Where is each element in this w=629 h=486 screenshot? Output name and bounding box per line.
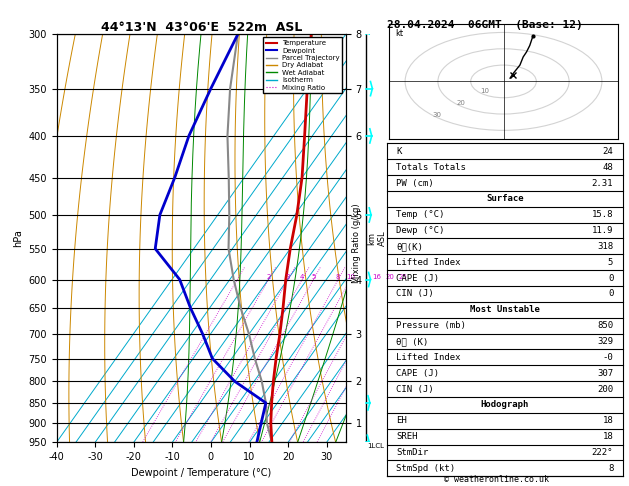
Text: Hodograph: Hodograph — [481, 400, 529, 409]
Text: 307: 307 — [597, 369, 613, 378]
Text: 222°: 222° — [592, 448, 613, 457]
Text: Temp (°C): Temp (°C) — [396, 210, 445, 219]
Text: Mixing Ratio (g/kg): Mixing Ratio (g/kg) — [352, 203, 360, 283]
Text: Lifted Index: Lifted Index — [396, 258, 461, 267]
Text: -0: -0 — [603, 353, 613, 362]
Text: StmDir: StmDir — [396, 448, 428, 457]
Text: Most Unstable: Most Unstable — [470, 305, 540, 314]
Text: 200: 200 — [597, 384, 613, 394]
Text: kt: kt — [395, 29, 403, 38]
Text: 15.8: 15.8 — [592, 210, 613, 219]
Text: CIN (J): CIN (J) — [396, 384, 434, 394]
Text: PW (cm): PW (cm) — [396, 178, 434, 188]
Text: Pressure (mb): Pressure (mb) — [396, 321, 466, 330]
Text: Totals Totals: Totals Totals — [396, 163, 466, 172]
Text: 318: 318 — [597, 242, 613, 251]
Text: 0: 0 — [608, 290, 613, 298]
Text: 48: 48 — [603, 163, 613, 172]
Text: StmSpd (kt): StmSpd (kt) — [396, 464, 455, 473]
Text: 30: 30 — [433, 112, 442, 118]
X-axis label: Dewpoint / Temperature (°C): Dewpoint / Temperature (°C) — [131, 468, 271, 478]
Text: 3: 3 — [286, 274, 290, 279]
Text: SREH: SREH — [396, 432, 418, 441]
Text: 18: 18 — [603, 432, 613, 441]
Text: 28.04.2024  06GMT  (Base: 12): 28.04.2024 06GMT (Base: 12) — [387, 20, 582, 31]
Text: Dewp (°C): Dewp (°C) — [396, 226, 445, 235]
Text: 25: 25 — [399, 274, 408, 279]
Legend: Temperature, Dewpoint, Parcel Trajectory, Dry Adiabat, Wet Adiabat, Isotherm, Mi: Temperature, Dewpoint, Parcel Trajectory… — [264, 37, 342, 93]
Text: 8: 8 — [608, 464, 613, 473]
Text: 329: 329 — [597, 337, 613, 346]
Text: 850: 850 — [597, 321, 613, 330]
Text: CIN (J): CIN (J) — [396, 290, 434, 298]
Text: 4: 4 — [300, 274, 304, 279]
Text: θᴄ(K): θᴄ(K) — [396, 242, 423, 251]
Text: CAPE (J): CAPE (J) — [396, 369, 439, 378]
Text: 11.9: 11.9 — [592, 226, 613, 235]
Text: 24: 24 — [603, 147, 613, 156]
Text: Lifted Index: Lifted Index — [396, 353, 461, 362]
Title: 44°13'N  43°06'E  522m  ASL: 44°13'N 43°06'E 522m ASL — [101, 21, 302, 34]
Text: Surface: Surface — [486, 194, 523, 203]
Text: CAPE (J): CAPE (J) — [396, 274, 439, 283]
Text: 2.31: 2.31 — [592, 178, 613, 188]
Text: 5: 5 — [608, 258, 613, 267]
Text: 0: 0 — [608, 274, 613, 283]
Text: EH: EH — [396, 417, 407, 425]
Text: 20: 20 — [386, 274, 394, 279]
Text: 5: 5 — [311, 274, 316, 279]
Text: K: K — [396, 147, 402, 156]
Y-axis label: hPa: hPa — [13, 229, 23, 247]
Text: © weatheronline.co.uk: © weatheronline.co.uk — [445, 475, 549, 484]
Text: 8: 8 — [336, 274, 340, 279]
Text: 2: 2 — [267, 274, 270, 279]
Text: 20: 20 — [456, 100, 465, 106]
Text: 10: 10 — [346, 274, 355, 279]
Text: θᴄ (K): θᴄ (K) — [396, 337, 428, 346]
Y-axis label: km
ASL: km ASL — [367, 230, 387, 246]
Text: 16: 16 — [372, 274, 381, 279]
Text: 18: 18 — [603, 417, 613, 425]
Text: 1LCL: 1LCL — [367, 443, 384, 450]
Text: 10: 10 — [480, 88, 489, 94]
